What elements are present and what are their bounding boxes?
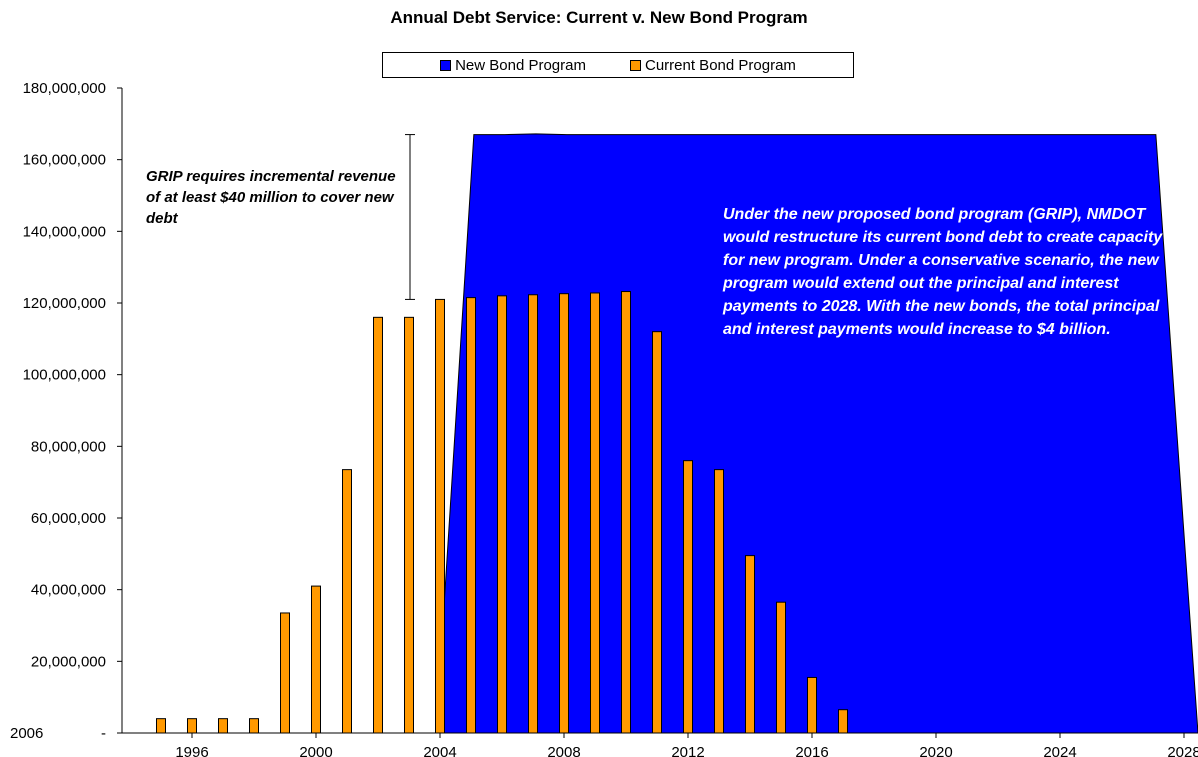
bar-current-2017 bbox=[838, 709, 848, 734]
y-zero-extra-label: 2006 bbox=[10, 725, 43, 742]
x-tick-label: 2008 bbox=[547, 744, 580, 757]
bar-current-1997 bbox=[218, 718, 228, 734]
legend-swatch-new bbox=[440, 59, 452, 71]
legend-entry-new: New Bond Program bbox=[440, 57, 586, 74]
legend-label-new: New Bond Program bbox=[455, 56, 586, 74]
legend-label-current: Current Bond Program bbox=[645, 56, 796, 74]
bar-current-2005 bbox=[466, 297, 476, 734]
bar-current-2013 bbox=[714, 469, 724, 734]
bar-current-2015 bbox=[776, 601, 786, 734]
bar-current-2003 bbox=[404, 316, 414, 734]
legend-entry-current: Current Bond Program bbox=[630, 57, 796, 74]
bar-current-1999 bbox=[280, 612, 290, 734]
bar-current-2006 bbox=[497, 295, 507, 734]
bar-current-2008 bbox=[559, 293, 569, 734]
x-tick-label: 2000 bbox=[299, 744, 332, 757]
bar-current-2001 bbox=[342, 469, 352, 734]
bar-current-2009 bbox=[590, 292, 600, 734]
bar-current-2012 bbox=[683, 460, 693, 734]
chart-title: Annual Debt Service: Current v. New Bond… bbox=[390, 8, 808, 27]
x-tick-label: 2012 bbox=[671, 744, 704, 757]
bar-current-2002 bbox=[373, 316, 383, 734]
y-tick-label: 140,000,000 bbox=[23, 223, 106, 240]
annotation-program-note: Under the new proposed bond program (GRI… bbox=[723, 206, 1163, 338]
x-tick-label: 2016 bbox=[795, 744, 828, 757]
bar-current-2010 bbox=[621, 291, 631, 734]
bar-current-1995 bbox=[156, 718, 166, 734]
y-tick-label: 40,000,000 bbox=[31, 582, 106, 599]
legend: New Bond Program Current Bond Program bbox=[382, 52, 854, 78]
legend-swatch-current bbox=[630, 59, 641, 71]
y-tick-label: 180,000,000 bbox=[23, 80, 106, 97]
y-tick-label: - bbox=[101, 725, 106, 742]
x-tick-label: 2004 bbox=[423, 744, 456, 757]
bar-current-1996 bbox=[187, 718, 197, 734]
bar-current-2004 bbox=[435, 298, 445, 734]
bar-current-2011 bbox=[652, 331, 662, 734]
annotation-grip-note: GRIP requires incremental revenue of at … bbox=[146, 168, 396, 227]
y-tick-label: 100,000,000 bbox=[23, 367, 106, 384]
bar-current-1998 bbox=[249, 718, 259, 734]
y-tick-label: 120,000,000 bbox=[23, 295, 106, 312]
x-tick-label: 2024 bbox=[1043, 744, 1076, 757]
bar-current-2014 bbox=[745, 555, 755, 734]
y-tick-label: 80,000,000 bbox=[31, 438, 106, 455]
y-tick-label: 160,000,000 bbox=[23, 152, 106, 169]
y-tick-label: 60,000,000 bbox=[31, 510, 106, 527]
x-tick-label: 2020 bbox=[919, 744, 952, 757]
y-tick-label: 20,000,000 bbox=[31, 653, 106, 670]
bar-current-2016 bbox=[807, 676, 817, 734]
x-tick-label: 2028 bbox=[1167, 744, 1198, 757]
bar-current-2000 bbox=[311, 585, 321, 734]
x-tick-label: 1996 bbox=[175, 744, 208, 757]
bar-current-2007 bbox=[528, 294, 538, 734]
